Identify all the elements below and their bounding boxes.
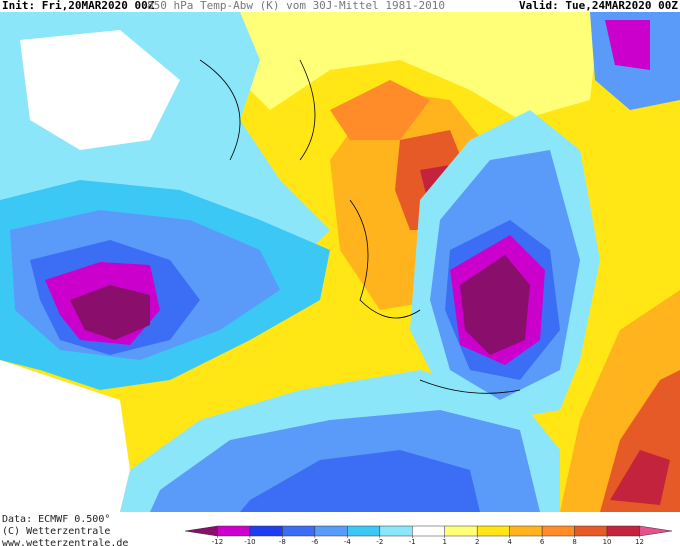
colorbar-tick-label: -8 bbox=[279, 538, 286, 546]
colorbar-tick-label: -12 bbox=[212, 538, 223, 546]
colorbar-segment bbox=[314, 525, 348, 537]
colorbar-tick-label: 2 bbox=[475, 538, 479, 546]
colorbar-segment bbox=[574, 525, 608, 537]
colorbar-tick-label: 8 bbox=[572, 538, 576, 546]
colorbar-tick-label: 4 bbox=[507, 538, 512, 546]
colorbar-segment bbox=[282, 525, 316, 537]
init-label: Init: Fri,20MAR2020 00Z bbox=[2, 0, 155, 12]
map bbox=[0, 12, 680, 512]
colorbar-segment bbox=[412, 525, 445, 537]
colorbar-tick-label: 12 bbox=[635, 538, 644, 546]
url: www.wetterzentrale.de bbox=[2, 538, 128, 546]
map-title: 850 hPa Temp-Abw (K) vom 30J-Mittel 1981… bbox=[147, 0, 445, 12]
colorbar-segment bbox=[379, 525, 413, 537]
data-source: Data: ECMWF 0.500° bbox=[2, 514, 110, 525]
colorbar-segment bbox=[606, 525, 640, 537]
colorbar-segment bbox=[509, 525, 543, 537]
colorbar-segment bbox=[347, 525, 381, 537]
colorbar-tick-label: 1 bbox=[442, 538, 446, 546]
copyright: (C) Wetterzentrale bbox=[2, 526, 110, 537]
colorbar-segment bbox=[444, 525, 478, 537]
colorbar-segment bbox=[639, 525, 673, 537]
header-bar bbox=[0, 0, 680, 12]
colorbar-tick-label: -6 bbox=[311, 538, 319, 546]
colorbar-tick-label: 6 bbox=[540, 538, 545, 546]
colorbar-tick-label: 10 bbox=[603, 538, 612, 546]
colorbar-segment bbox=[476, 525, 510, 537]
colorbar-segment bbox=[184, 525, 218, 537]
colorbar-tick-label: -2 bbox=[376, 538, 383, 546]
colorbar-segment bbox=[217, 525, 251, 537]
colorbar-tick-label: -4 bbox=[344, 538, 352, 546]
colorbar-segment bbox=[249, 525, 283, 537]
colorbar-tick-label: -1 bbox=[409, 538, 416, 546]
colorbar-tick-label: -10 bbox=[244, 538, 255, 546]
colorbar-segment bbox=[541, 525, 575, 537]
valid-label: Valid: Tue,24MAR2020 00Z bbox=[519, 0, 678, 12]
